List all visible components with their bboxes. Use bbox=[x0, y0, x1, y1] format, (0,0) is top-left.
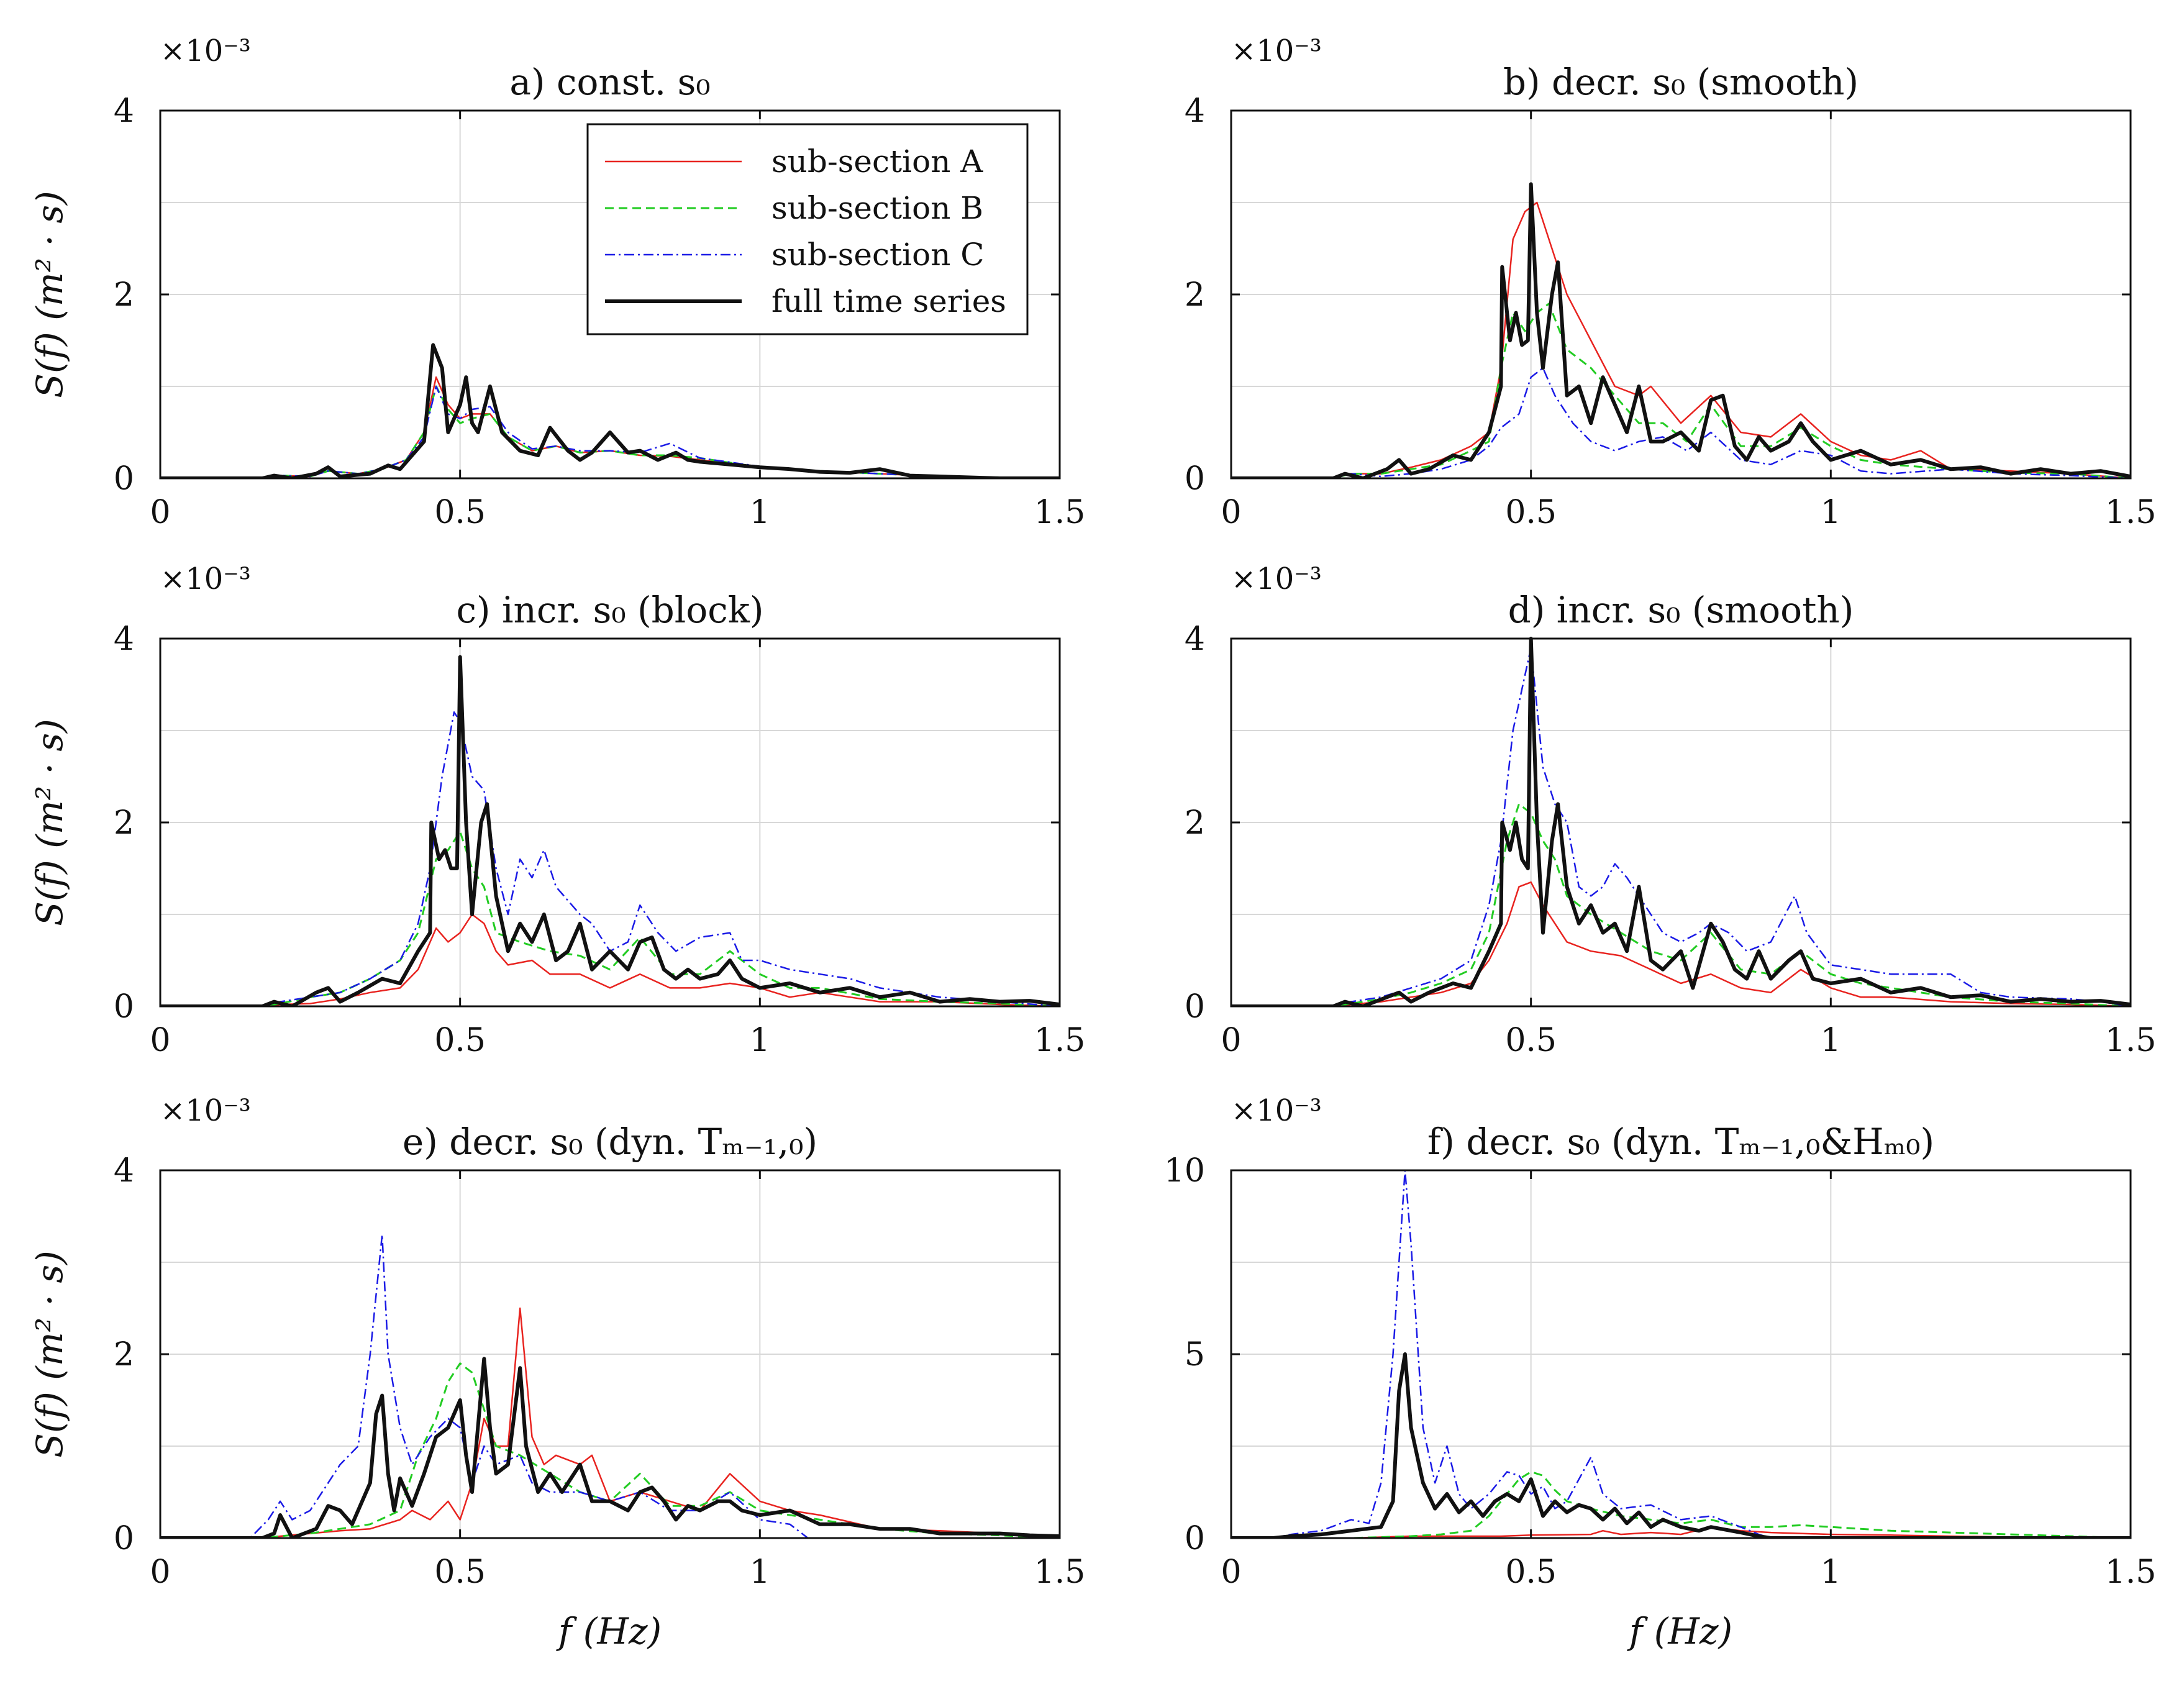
y-tick-label: 4 bbox=[114, 621, 134, 658]
panel-d: 0 0.5 1 1.5 0 2 4 ×10⁻³ d) incr. s₀ (smooth) bbox=[1185, 562, 2156, 1059]
panel-title: b) decr. s₀ (smooth) bbox=[1503, 61, 1859, 103]
series-line-full-time-series bbox=[1231, 182, 2131, 478]
x-tick-label: 0 bbox=[150, 1554, 170, 1591]
x-tick-label: 1.5 bbox=[1034, 1554, 1086, 1591]
y-tick-label: 2 bbox=[114, 276, 134, 314]
x-tick-label: 1.5 bbox=[1034, 1022, 1086, 1059]
x-tick-label: 0.5 bbox=[1505, 494, 1557, 531]
series-group bbox=[1231, 637, 2131, 1006]
x-tick-label: 0.5 bbox=[434, 494, 486, 531]
series-line-sub-section-C bbox=[160, 1234, 1060, 1538]
x-tick-label: 1 bbox=[750, 1554, 770, 1591]
x-tick-label: 0.5 bbox=[1505, 1022, 1557, 1059]
x-tick-label: 0.5 bbox=[1505, 1554, 1557, 1591]
x-tick-label: 1 bbox=[750, 1022, 770, 1059]
series-group bbox=[1231, 1169, 2131, 1538]
series-line-sub-section-A bbox=[1231, 881, 2131, 1006]
series-line-sub-section-A bbox=[1231, 1526, 2131, 1538]
y-tick-label: 2 bbox=[1185, 804, 1205, 842]
y-tick-label: 4 bbox=[1185, 621, 1205, 658]
x-tick-label: 1 bbox=[1821, 1022, 1841, 1059]
axis-scale-label: ×10⁻³ bbox=[160, 1093, 251, 1128]
series-line-sub-section-A bbox=[160, 913, 1060, 1006]
y-tick-label: 0 bbox=[114, 460, 134, 498]
panel-e: 0 0.5 1 1.5 0 2 4 ×10⁻³ e) decr. s₀ (dyn. Tₘ₋₁,₀… bbox=[29, 1093, 1085, 1652]
y-tick-label: 2 bbox=[114, 1336, 134, 1373]
y-tick-label: 10 bbox=[1164, 1152, 1205, 1190]
series-line-full-time-series bbox=[1231, 1352, 2131, 1538]
y-tick-label: 0 bbox=[1185, 988, 1205, 1026]
x-tick-label: 0.5 bbox=[434, 1022, 486, 1059]
series-group bbox=[160, 343, 1060, 478]
y-tick-label: 0 bbox=[1185, 1520, 1205, 1557]
legend: sub-section A sub-section B sub-section C f… bbox=[586, 123, 1029, 335]
series-line-full-time-series bbox=[1231, 637, 2131, 1006]
series-group bbox=[1231, 182, 2131, 478]
x-tick-label: 0 bbox=[1221, 1554, 1241, 1591]
x-tick-label: 1.5 bbox=[2105, 1554, 2157, 1591]
legend-label: full time series bbox=[771, 283, 1006, 319]
axis-scale-label: ×10⁻³ bbox=[1231, 562, 1322, 596]
panels: 0 0.5 1 1.5 0 2 4 ×10⁻³ a) const. s₀ S(f) (m² · s… bbox=[29, 34, 2156, 1652]
y-tick-label: 2 bbox=[114, 804, 134, 842]
x-tick-label: 1.5 bbox=[2105, 494, 2157, 531]
x-tick-label: 0 bbox=[150, 1022, 170, 1059]
y-tick-label: 4 bbox=[114, 93, 134, 130]
series-line-sub-section-B bbox=[160, 385, 1060, 478]
panel-title: f) decr. s₀ (dyn. Tₘ₋₁,₀&Hₘ₀) bbox=[1427, 1121, 1934, 1163]
series-line-sub-section-C bbox=[1231, 367, 2131, 478]
axis-scale-label: ×10⁻³ bbox=[160, 34, 251, 68]
axis-scale-label: ×10⁻³ bbox=[160, 562, 251, 596]
x-tick-label: 0 bbox=[150, 494, 170, 531]
y-tick-label: 0 bbox=[114, 1520, 134, 1557]
y-tick-label: 2 bbox=[1185, 276, 1205, 314]
y-tick-label: 0 bbox=[1185, 460, 1205, 498]
series-group bbox=[160, 1234, 1060, 1538]
panel-title: a) const. s₀ bbox=[509, 61, 710, 103]
legend-label: sub-section B bbox=[771, 190, 983, 226]
x-tick-label: 0.5 bbox=[434, 1554, 486, 1591]
legend-label: sub-section A bbox=[771, 143, 983, 180]
series-line-sub-section-C bbox=[1231, 1169, 2131, 1538]
y-tick-label: 4 bbox=[114, 1152, 134, 1190]
panel-c: 0 0.5 1 1.5 0 2 4 ×10⁻³ c) incr. s₀ (block) S(f) … bbox=[29, 562, 1085, 1059]
x-axis-label: f (Hz) bbox=[556, 1610, 662, 1652]
series-line-full-time-series bbox=[160, 343, 1060, 478]
y-tick-label: 4 bbox=[1185, 93, 1205, 130]
series-line-sub-section-A bbox=[160, 1307, 1060, 1538]
x-tick-label: 0 bbox=[1221, 494, 1241, 531]
y-tick-label: 0 bbox=[114, 988, 134, 1026]
y-axis-label: S(f) (m² · s) bbox=[29, 719, 71, 926]
axis-scale-label: ×10⁻³ bbox=[1231, 1093, 1322, 1128]
y-axis-label: S(f) (m² · s) bbox=[29, 191, 71, 398]
panel-a: 0 0.5 1 1.5 0 2 4 ×10⁻³ a) const. s₀ S(f) (m² · s… bbox=[29, 34, 1085, 531]
series-line-sub-section-C bbox=[160, 711, 1060, 1006]
series-line-full-time-series bbox=[160, 1357, 1060, 1538]
x-tick-label: 1 bbox=[1821, 1554, 1841, 1591]
axis-scale-label: ×10⁻³ bbox=[1231, 34, 1322, 68]
x-tick-label: 1 bbox=[1821, 494, 1841, 531]
y-axis-label: S(f) (m² · s) bbox=[29, 1250, 71, 1457]
x-tick-label: 1.5 bbox=[1034, 494, 1086, 531]
panel-b: 0 0.5 1 1.5 0 2 4 ×10⁻³ b) decr. s₀ (smooth) bbox=[1185, 34, 2156, 531]
series-line-full-time-series bbox=[160, 655, 1060, 1006]
panel-f: 0 0.5 1 1.5 0 5 10 ×10⁻³ f) decr. s₀ (dyn. Tₘ₋₁,… bbox=[1164, 1093, 2157, 1652]
panel-title: c) incr. s₀ (block) bbox=[456, 589, 763, 631]
series-line-sub-section-B bbox=[160, 1362, 1060, 1538]
x-tick-label: 1.5 bbox=[2105, 1022, 2157, 1059]
x-tick-label: 1 bbox=[750, 494, 770, 531]
legend-box bbox=[586, 123, 1029, 335]
y-tick-label: 5 bbox=[1185, 1336, 1205, 1373]
x-axis-label: f (Hz) bbox=[1627, 1610, 1732, 1652]
panel-title: d) incr. s₀ (smooth) bbox=[1508, 589, 1854, 631]
x-tick-label: 0 bbox=[1221, 1022, 1241, 1059]
panel-title: e) decr. s₀ (dyn. Tₘ₋₁,₀) bbox=[403, 1121, 817, 1163]
legend-label: sub-section C bbox=[771, 237, 985, 273]
series-line-sub-section-A bbox=[1231, 201, 2131, 478]
series-group bbox=[160, 655, 1060, 1006]
